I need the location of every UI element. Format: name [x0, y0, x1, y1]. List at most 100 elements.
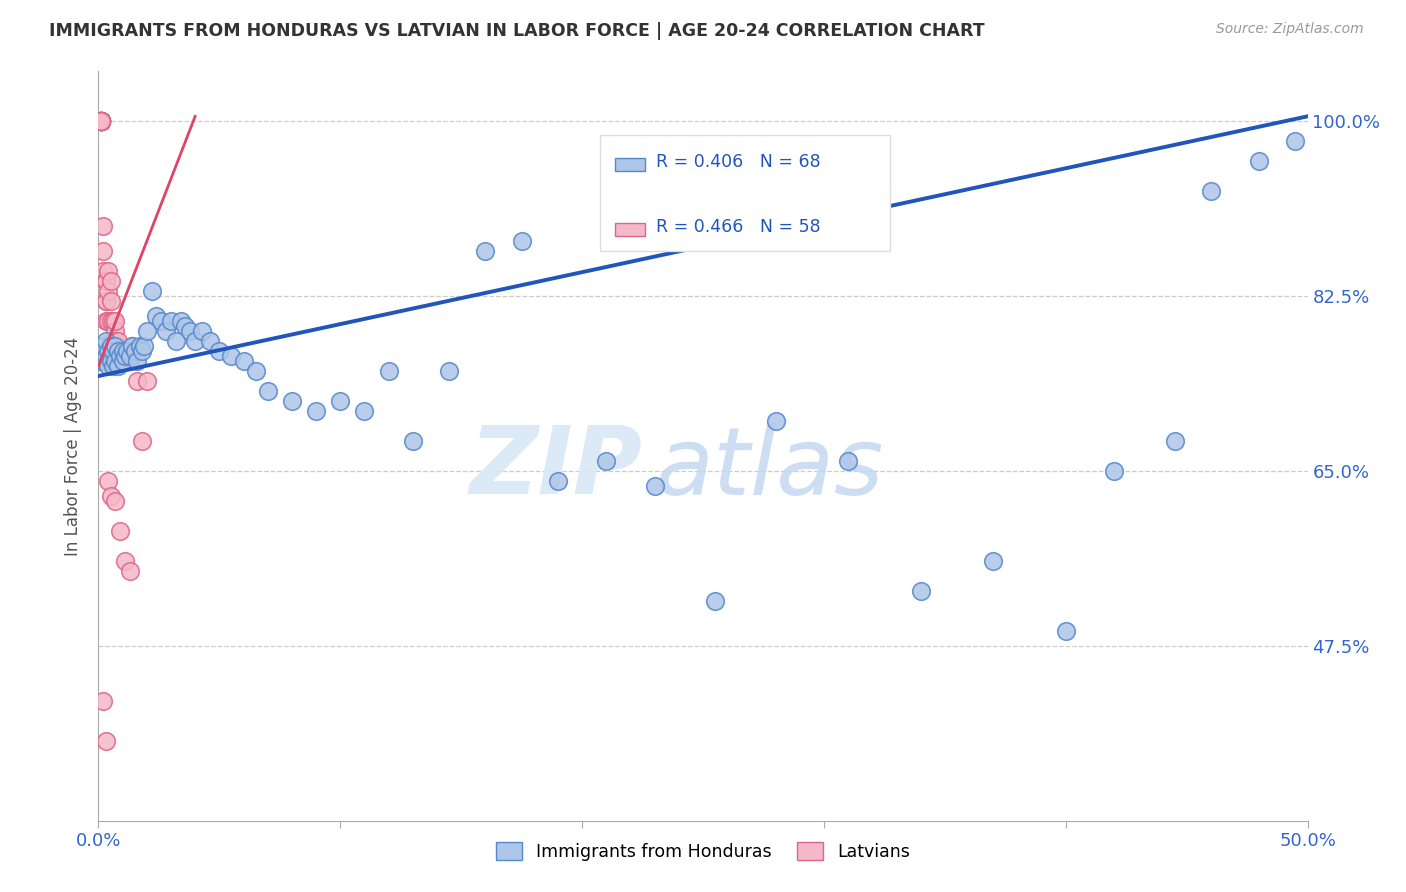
Point: [104, 494, 127, 508]
Point: [135, 324, 157, 338]
Point: [184, 334, 207, 348]
Point: [111, 344, 134, 359]
Point: [124, 344, 146, 359]
Point: [305, 404, 328, 418]
Point: [1102, 464, 1125, 478]
Point: [90, 114, 112, 128]
Point: [377, 364, 399, 378]
Point: [90, 114, 112, 128]
Point: [90, 114, 112, 128]
Point: [100, 314, 122, 328]
Point: [90, 114, 112, 128]
Point: [118, 564, 141, 578]
Point: [1284, 134, 1306, 148]
Legend: Immigrants from Honduras, Latvians: Immigrants from Honduras, Latvians: [489, 836, 917, 868]
Point: [128, 339, 150, 353]
Point: [118, 354, 141, 368]
Point: [117, 344, 139, 359]
Point: [94, 274, 117, 288]
Text: ZIP: ZIP: [470, 423, 643, 515]
Point: [90, 114, 112, 128]
Point: [402, 434, 425, 448]
Point: [134, 339, 156, 353]
Point: [1249, 154, 1271, 169]
Point: [353, 404, 375, 418]
Point: [91, 339, 114, 353]
Point: [90, 114, 112, 128]
Point: [155, 324, 177, 338]
Point: [90, 114, 112, 128]
Point: [127, 354, 149, 368]
Point: [1199, 184, 1222, 198]
Point: [765, 414, 787, 428]
Point: [474, 244, 496, 259]
Point: [111, 354, 134, 368]
Point: [160, 314, 183, 328]
Point: [121, 339, 143, 353]
Point: [174, 319, 197, 334]
Point: [107, 344, 129, 359]
Point: [179, 324, 201, 338]
Point: [100, 294, 122, 309]
Point: [90, 114, 112, 128]
Point: [281, 394, 304, 409]
Point: [111, 344, 134, 359]
Point: [208, 344, 231, 359]
FancyBboxPatch shape: [600, 135, 890, 252]
Point: [245, 364, 267, 378]
Point: [104, 324, 127, 338]
Point: [90, 114, 112, 128]
Point: [104, 314, 127, 328]
Point: [1163, 434, 1185, 448]
Point: [100, 489, 122, 503]
Point: [127, 374, 149, 388]
Text: R = 0.466   N = 58: R = 0.466 N = 58: [655, 219, 821, 236]
Point: [104, 339, 127, 353]
Point: [169, 314, 191, 328]
Point: [644, 479, 666, 493]
Point: [104, 334, 127, 348]
Point: [131, 344, 153, 359]
Point: [121, 339, 143, 353]
Point: [90, 114, 112, 128]
Point: [100, 274, 122, 288]
Point: [107, 354, 129, 368]
Point: [101, 359, 124, 373]
Bar: [614, 158, 645, 171]
Point: [94, 274, 117, 288]
Text: Source: ZipAtlas.com: Source: ZipAtlas.com: [1216, 22, 1364, 37]
Point: [107, 334, 129, 348]
Text: atlas: atlas: [655, 423, 883, 514]
Point: [114, 349, 136, 363]
Point: [114, 554, 136, 568]
Point: [90, 114, 112, 128]
Point: [97, 284, 120, 298]
Point: [104, 354, 127, 368]
Point: [547, 474, 569, 488]
Point: [91, 264, 114, 278]
Point: [101, 344, 124, 359]
Point: [145, 309, 167, 323]
Point: [198, 334, 221, 348]
Point: [101, 314, 124, 328]
Bar: [614, 223, 645, 236]
Point: [704, 594, 727, 608]
Point: [90, 114, 112, 128]
Point: [221, 349, 243, 363]
Point: [131, 434, 153, 448]
Point: [97, 474, 120, 488]
Point: [94, 733, 117, 747]
Point: [232, 354, 254, 368]
Y-axis label: In Labor Force | Age 20-24: In Labor Force | Age 20-24: [65, 336, 83, 556]
Point: [117, 344, 139, 359]
Point: [90, 114, 112, 128]
Point: [329, 394, 352, 409]
Point: [108, 344, 131, 359]
Point: [100, 339, 122, 353]
Point: [1054, 624, 1077, 638]
Point: [91, 354, 114, 368]
Point: [90, 354, 112, 368]
Point: [165, 334, 187, 348]
Point: [90, 114, 112, 128]
Point: [90, 114, 112, 128]
